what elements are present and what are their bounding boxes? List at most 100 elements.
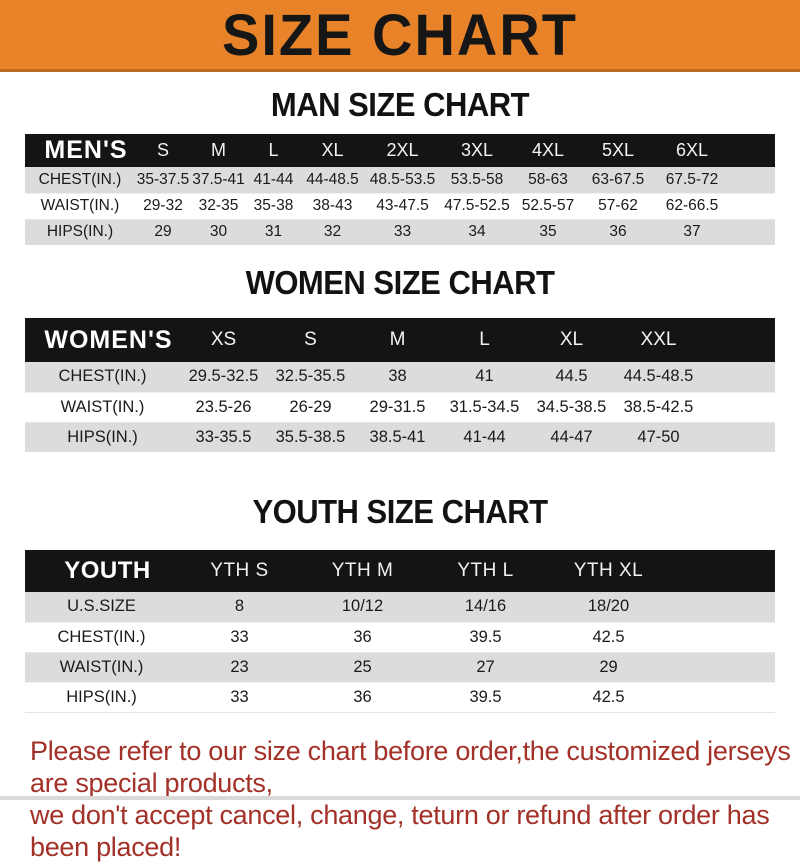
men-section: MAN SIZE CHART MEN'S S M L XL 2XL 3XL 4X… bbox=[0, 86, 800, 245]
table-cell: 37.5-41 bbox=[192, 170, 245, 188]
table-cell: 42.5 bbox=[592, 627, 625, 646]
table-cell: 38 bbox=[388, 367, 407, 386]
table-cell: 35.5-38.5 bbox=[275, 427, 346, 446]
table-cell: 38.5-41 bbox=[369, 427, 426, 446]
table-cell: 44-47 bbox=[550, 427, 593, 446]
table-cell: 29 bbox=[599, 657, 618, 676]
women-header-row: WOMEN'S XS S M L XL XXL bbox=[25, 318, 775, 362]
table-cell: 31 bbox=[264, 223, 283, 241]
column-header: YTH XL bbox=[547, 550, 670, 592]
table-cell: 53.5-58 bbox=[450, 170, 504, 188]
column-header: M bbox=[354, 318, 441, 362]
table-cell: 32.5-35.5 bbox=[275, 367, 346, 386]
table-row: CHEST(IN.) 35-37.5 37.5-41 41-44 44-48.5… bbox=[25, 167, 775, 193]
row-label: WAIST(IN.) bbox=[59, 657, 144, 676]
cell-spacer bbox=[702, 422, 775, 452]
table-cell: 36 bbox=[609, 223, 627, 241]
table-cell: 42.5 bbox=[592, 687, 625, 706]
table-cell: 10/12 bbox=[341, 597, 384, 616]
table-cell: 37 bbox=[683, 223, 701, 241]
table-row: WAIST(IN.) 23 25 27 29 bbox=[25, 652, 775, 682]
column-header: XXL bbox=[615, 318, 702, 362]
table-cell: 27 bbox=[476, 657, 495, 676]
table-cell: 41 bbox=[475, 367, 494, 386]
table-cell: 34.5-38.5 bbox=[536, 397, 607, 416]
table-cell: 23.5-26 bbox=[195, 397, 252, 416]
table-cell: 33 bbox=[230, 687, 249, 706]
table-cell: 52.5-57 bbox=[521, 197, 575, 214]
table-cell: 26-29 bbox=[289, 397, 332, 416]
cell-spacer bbox=[670, 652, 775, 682]
cell-spacer bbox=[702, 392, 775, 422]
table-cell: 57-62 bbox=[598, 197, 638, 214]
banner-title: SIZE CHART bbox=[222, 1, 578, 68]
women-section-heading: WOMEN SIZE CHART bbox=[245, 263, 555, 302]
table-cell: 47.5-52.5 bbox=[444, 197, 510, 214]
table-cell: 44-48.5 bbox=[306, 170, 359, 188]
youth-section-heading: YOUTH SIZE CHART bbox=[252, 492, 548, 531]
row-label: WAIST(IN.) bbox=[60, 397, 145, 416]
bottom-edge-divider bbox=[0, 796, 800, 800]
disclaimer-line-1: Please refer to our size chart before or… bbox=[30, 735, 791, 798]
table-row: HIPS(IN.) 33 36 39.5 42.5 bbox=[25, 682, 775, 712]
table-row: WAIST(IN.) 29-32 32-35 35-38 38-43 43-47… bbox=[25, 193, 775, 219]
column-header: YTH L bbox=[424, 550, 547, 592]
table-cell: 44.5-48.5 bbox=[623, 367, 694, 386]
table-cell: 39.5 bbox=[469, 687, 502, 706]
column-header: XL bbox=[528, 318, 615, 362]
table-cell: 41-44 bbox=[253, 170, 294, 188]
column-header: 5XL bbox=[583, 134, 653, 167]
table-cell: 29-32 bbox=[143, 197, 183, 214]
row-label: HIPS(IN.) bbox=[67, 427, 138, 446]
column-header: XS bbox=[180, 318, 267, 362]
table-cell: 36 bbox=[353, 687, 372, 706]
header-spacer bbox=[670, 550, 775, 592]
cell-spacer bbox=[702, 362, 775, 392]
column-header: L bbox=[246, 134, 301, 167]
row-label: CHEST(IN.) bbox=[38, 170, 122, 188]
table-row: WAIST(IN.) 23.5-26 26-29 29-31.5 31.5-34… bbox=[25, 392, 775, 422]
table-cell: 62-66.5 bbox=[665, 197, 719, 214]
column-header: M bbox=[191, 134, 246, 167]
disclaimer-line-2: we don't accept cancel, change, teturn o… bbox=[30, 799, 770, 862]
table-row: CHEST(IN.) 29.5-32.5 32.5-35.5 38 41 44.… bbox=[25, 362, 775, 392]
table-row: CHEST(IN.) 33 36 39.5 42.5 bbox=[25, 622, 775, 652]
table-row: HIPS(IN.) 29 30 31 32 33 34 35 36 37 bbox=[25, 219, 775, 245]
column-header: 3XL bbox=[441, 134, 513, 167]
table-cell: 35-37.5 bbox=[136, 170, 190, 188]
cell-spacer bbox=[731, 219, 775, 245]
table-cell: 39.5 bbox=[469, 627, 502, 646]
column-header: 4XL bbox=[513, 134, 583, 167]
men-corner-label: MEN'S bbox=[25, 134, 135, 167]
youth-header-row: YOUTH YTH S YTH M YTH L YTH XL bbox=[25, 550, 775, 592]
column-header: XL bbox=[301, 134, 364, 167]
table-cell: 29 bbox=[154, 223, 172, 241]
cell-spacer bbox=[731, 167, 775, 193]
table-cell: 43-47.5 bbox=[376, 197, 429, 214]
table-cell: 8 bbox=[234, 597, 245, 616]
table-cell: 63-67.5 bbox=[591, 170, 645, 188]
table-row: U.S.SIZE 8 10/12 14/16 18/20 bbox=[25, 592, 775, 622]
table-cell: 47-50 bbox=[637, 427, 680, 446]
row-label: HIPS(IN.) bbox=[46, 223, 114, 241]
row-label: U.S.SIZE bbox=[67, 597, 136, 616]
youth-section: YOUTH SIZE CHART YOUTH YTH S YTH M YTH L… bbox=[0, 492, 800, 713]
table-cell: 18/20 bbox=[587, 597, 630, 616]
table-cell: 35-38 bbox=[253, 197, 294, 214]
row-label: HIPS(IN.) bbox=[66, 687, 137, 706]
column-header: 2XL bbox=[364, 134, 441, 167]
table-cell: 41-44 bbox=[463, 427, 506, 446]
table-cell: 58-63 bbox=[528, 170, 568, 188]
table-cell: 25 bbox=[353, 657, 372, 676]
table-cell: 29.5-32.5 bbox=[188, 367, 259, 386]
table-cell: 14/16 bbox=[464, 597, 507, 616]
men-size-table: MEN'S S M L XL 2XL 3XL 4XL 5XL 6XL CHEST… bbox=[25, 134, 775, 245]
table-cell: 32 bbox=[323, 223, 342, 241]
table-cell: 23 bbox=[230, 657, 249, 676]
cell-spacer bbox=[670, 622, 775, 652]
cell-spacer bbox=[670, 682, 775, 712]
table-cell: 35 bbox=[539, 223, 557, 241]
table-cell: 44.5 bbox=[555, 367, 588, 386]
women-corner-label: WOMEN'S bbox=[25, 318, 180, 362]
row-label: CHEST(IN.) bbox=[57, 627, 146, 646]
